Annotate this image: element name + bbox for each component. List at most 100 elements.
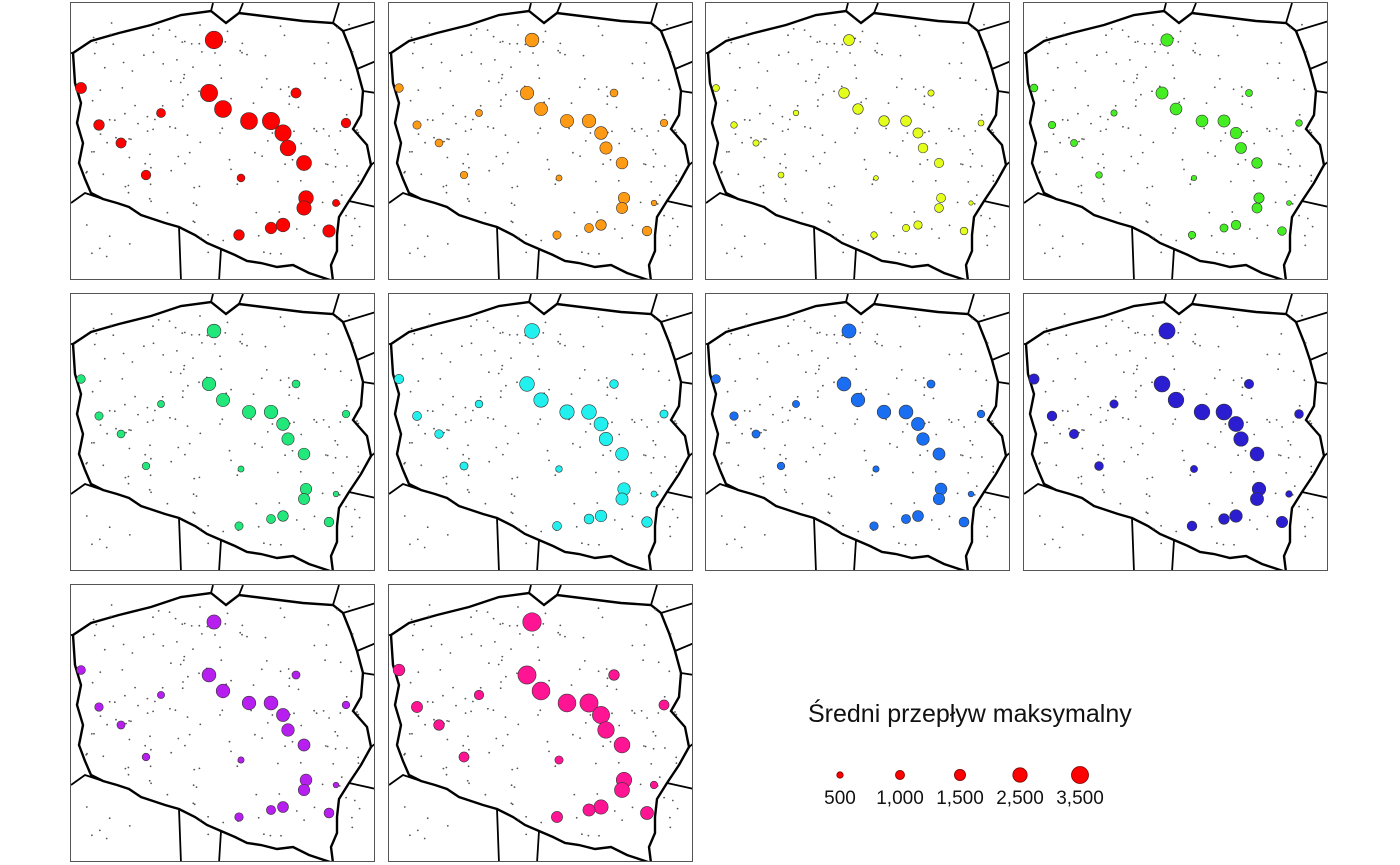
gauge-point bbox=[914, 88, 917, 91]
gauge-point bbox=[413, 332, 416, 335]
gauge-point bbox=[874, 49, 877, 52]
gauge-point bbox=[411, 732, 413, 735]
gauge-point bbox=[144, 162, 147, 165]
gauge-point bbox=[190, 625, 193, 627]
neighbour-boundary bbox=[210, 3, 244, 14]
flow-symbol bbox=[958, 516, 970, 528]
gauge-point bbox=[207, 233, 210, 236]
gauge-point bbox=[559, 42, 562, 45]
flow-symbol bbox=[926, 379, 936, 389]
gauge-point bbox=[913, 211, 916, 213]
gauge-point bbox=[144, 453, 147, 456]
gauge-point bbox=[98, 247, 101, 250]
gauge-point bbox=[601, 325, 604, 328]
gauge-point bbox=[492, 127, 495, 130]
gauge-point bbox=[350, 379, 353, 382]
gauge-point bbox=[861, 321, 864, 324]
gauge-point bbox=[470, 51, 473, 54]
neighbour-boundary bbox=[1131, 517, 1175, 570]
gauge-point bbox=[445, 773, 448, 776]
gauge-point bbox=[219, 64, 221, 67]
legend-symbol bbox=[954, 769, 966, 781]
gauge-point bbox=[417, 380, 420, 382]
gauge-point bbox=[860, 101, 863, 104]
gauge-point bbox=[350, 88, 353, 91]
gauge-point bbox=[643, 745, 645, 747]
gauge-point bbox=[505, 384, 507, 387]
gauge-point bbox=[809, 127, 812, 130]
gauge-point bbox=[1278, 163, 1280, 165]
gauge-point bbox=[1052, 424, 1055, 426]
gauge-point bbox=[1148, 204, 1151, 207]
gauge-point bbox=[974, 130, 977, 132]
neighbour-boundary bbox=[389, 634, 422, 786]
gauge-point bbox=[548, 679, 550, 682]
map-panel-4 bbox=[1023, 2, 1328, 280]
gauge-point bbox=[1081, 429, 1083, 431]
gauge-point bbox=[605, 377, 608, 379]
gauge-point bbox=[750, 136, 752, 139]
gauge-point bbox=[300, 433, 303, 436]
gauge-point bbox=[128, 720, 130, 722]
gauge-point bbox=[539, 127, 542, 130]
gauge-point bbox=[1298, 404, 1301, 407]
gauge-point bbox=[1077, 403, 1079, 406]
gauge-point bbox=[501, 73, 504, 76]
gauge-point bbox=[495, 737, 498, 740]
gauge-point bbox=[639, 201, 642, 204]
gauge-point bbox=[743, 409, 746, 412]
gauge-point bbox=[325, 163, 327, 165]
gauge-point bbox=[228, 158, 231, 161]
gauge-point bbox=[501, 331, 504, 334]
gauge-point bbox=[642, 77, 644, 80]
gauge-point bbox=[336, 443, 339, 446]
gauge-point bbox=[639, 492, 642, 495]
gauge-point bbox=[825, 334, 828, 336]
gauge-point bbox=[410, 327, 413, 330]
gauge-point bbox=[124, 403, 126, 406]
gauge-point bbox=[219, 423, 221, 425]
gauge-point bbox=[730, 332, 733, 335]
flow-symbol bbox=[281, 432, 295, 446]
gauge-point bbox=[854, 355, 856, 358]
gauge-point bbox=[1145, 493, 1148, 496]
gauge-point bbox=[854, 423, 856, 425]
gauge-point bbox=[575, 816, 578, 819]
gauge-point bbox=[811, 350, 813, 352]
gauge-point bbox=[313, 806, 316, 809]
gauge-point bbox=[617, 761, 620, 764]
gauge-point bbox=[336, 152, 339, 155]
gauge-point bbox=[1289, 26, 1292, 29]
gauge-point bbox=[500, 77, 503, 80]
gauge-point bbox=[288, 386, 291, 389]
gauge-point bbox=[95, 623, 98, 626]
gauge-point bbox=[413, 623, 416, 626]
gauge-point bbox=[1121, 320, 1124, 322]
legend-item: 1,000 bbox=[860, 760, 940, 810]
gauge-point bbox=[358, 516, 361, 519]
gauge-point bbox=[783, 488, 786, 491]
gauge-point bbox=[827, 357, 829, 359]
country-boundary bbox=[1024, 9, 1326, 279]
gauge-point bbox=[857, 530, 860, 533]
gauge-point bbox=[195, 786, 198, 788]
gauge-point bbox=[345, 505, 347, 508]
flow-symbol bbox=[519, 376, 535, 392]
gauge-point bbox=[988, 508, 991, 511]
neighbour-boundary bbox=[389, 52, 422, 204]
gauge-point bbox=[516, 42, 519, 45]
gauge-point bbox=[324, 659, 326, 662]
gauge-point bbox=[822, 93, 824, 96]
neighbour-boundary bbox=[332, 585, 374, 614]
gauge-point bbox=[924, 131, 926, 134]
gauge-point bbox=[809, 35, 812, 38]
gauge-point bbox=[345, 695, 348, 698]
gauge-point bbox=[90, 442, 93, 444]
gauge-point bbox=[102, 755, 105, 758]
gauge-point bbox=[446, 738, 449, 741]
gauge-point bbox=[325, 62, 328, 64]
flow-symbol bbox=[841, 323, 857, 339]
gauge-point bbox=[439, 87, 442, 89]
gauge-point bbox=[1045, 327, 1048, 330]
gauge-point bbox=[615, 397, 618, 400]
